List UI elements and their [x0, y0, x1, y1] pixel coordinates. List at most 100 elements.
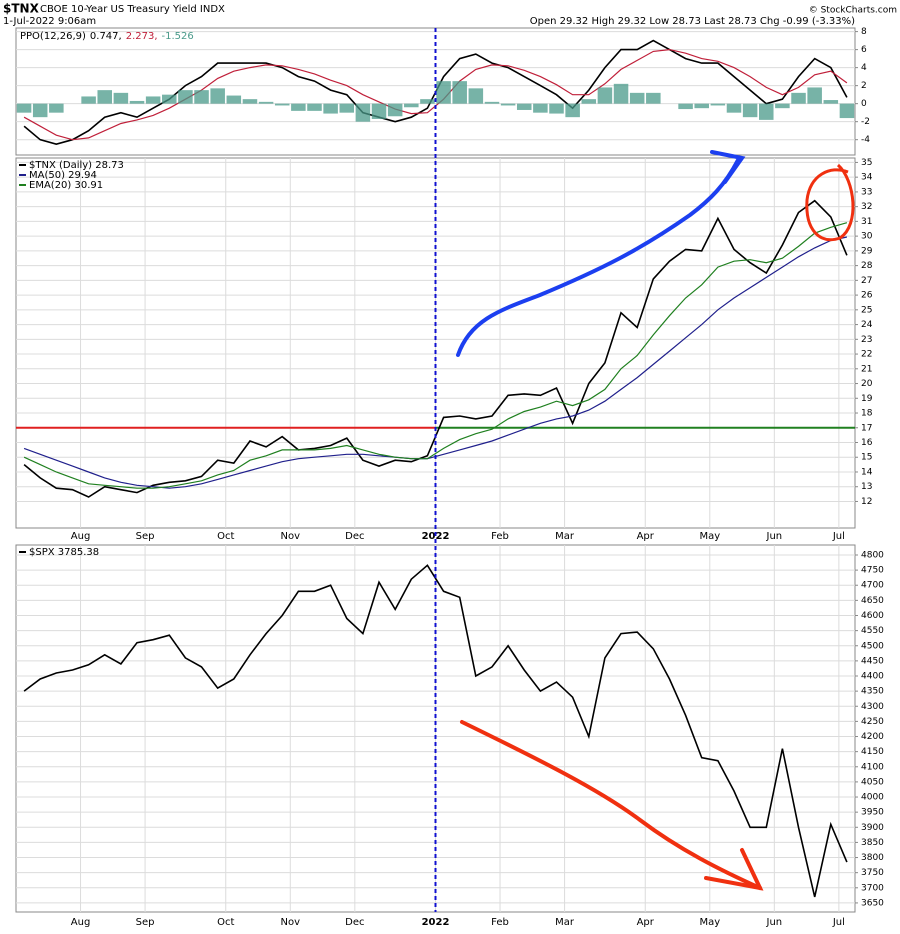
y-tick-label: 4650: [861, 596, 884, 606]
histogram-bar: [404, 103, 419, 108]
histogram-bar: [452, 81, 467, 104]
x-tick-label: Sep: [136, 531, 155, 542]
legend-entry: MA(50) 29.94: [29, 170, 97, 181]
y-tick-label: 4450: [861, 656, 884, 666]
y-tick-label: 33: [861, 187, 872, 197]
y-tick-label: 4550: [861, 626, 884, 636]
y-tick-label: 4250: [861, 717, 884, 727]
y-tick-label: 12: [861, 497, 872, 507]
histogram-bar: [291, 103, 306, 111]
histogram-bar: [629, 92, 645, 104]
histogram-bar: [436, 81, 451, 104]
y-tick-label: 4600: [861, 611, 884, 621]
indicator-name: PPO(12,26,9): [20, 31, 86, 42]
histogram-bar: [274, 103, 290, 106]
date: 1-Jul-2022 9:06am: [3, 16, 96, 27]
legend-entry: 2.273,: [126, 31, 158, 42]
histogram-bar: [129, 100, 145, 104]
x-tick-label: Feb: [491, 531, 509, 542]
x-tick-label: Dec: [345, 531, 364, 542]
histogram-bar: [420, 99, 435, 104]
y-tick-label: 13: [861, 482, 872, 492]
histogram-bar: [258, 101, 274, 104]
histogram-bar: [758, 103, 774, 120]
histogram-bar: [533, 103, 548, 113]
histogram-bar: [226, 95, 242, 104]
x-tick-label: Jun: [766, 917, 783, 928]
y-tick-label: 4050: [861, 777, 884, 787]
y-tick-label: 34: [861, 173, 873, 183]
y-tick-label: 0: [861, 99, 867, 109]
y-tick-label: 29: [861, 246, 873, 256]
y-tick-label: 26: [861, 291, 873, 301]
blue-arrowhead: [710, 150, 746, 184]
series-line: [23, 564, 848, 898]
y-tick-label: 4800: [861, 550, 884, 560]
histogram-bar: [113, 92, 129, 104]
y-tick-label: -2: [861, 117, 870, 127]
y-tick-label: 4500: [861, 641, 884, 651]
y-tick-label: 3650: [861, 898, 884, 908]
histogram-bar: [549, 103, 564, 114]
y-tick-label: 3900: [861, 823, 884, 833]
y-tick-label: 35: [861, 158, 872, 168]
y-tick-label: 27: [861, 276, 872, 286]
y-tick-label: 25: [861, 305, 872, 315]
histogram-bar: [710, 103, 726, 106]
histogram-bar: [565, 103, 580, 118]
y-tick-label: 4150: [861, 747, 884, 757]
histogram-bar: [678, 103, 693, 110]
legend-entry: EMA(20) 30.91: [29, 180, 103, 191]
x-tick-label: Nov: [281, 531, 301, 542]
y-tick-label: 8: [861, 27, 867, 37]
y-tick-label: 4750: [861, 566, 884, 576]
blue-arrow: [456, 158, 740, 357]
histogram-bar: [613, 83, 629, 104]
histogram-bar: [210, 88, 225, 104]
histogram-bar: [339, 103, 355, 113]
y-tick-label: 6: [861, 45, 867, 55]
y-tick-label: 4300: [861, 702, 884, 712]
histogram-bar: [178, 90, 193, 104]
x-tick-label: Jul: [832, 531, 845, 542]
histogram-bar: [597, 87, 613, 104]
y-tick-label: 3950: [861, 808, 884, 818]
x-tick-label: 2022: [422, 531, 450, 542]
y-tick-label: 31: [861, 217, 872, 227]
y-tick-label: 22: [861, 350, 872, 360]
x-tick-label: Aug: [71, 531, 91, 542]
legend-entry: -1.526: [162, 31, 194, 42]
red-arrowhead: [704, 848, 764, 891]
histogram-bar: [694, 103, 709, 109]
x-tick-label: May: [699, 917, 720, 928]
x-tick-label: Feb: [491, 917, 509, 928]
y-tick-label: 19: [861, 394, 873, 404]
y-tick-label: 4200: [861, 732, 884, 742]
histogram-bar: [371, 103, 387, 119]
y-tick-label: 4350: [861, 687, 884, 697]
histogram-bar: [775, 103, 790, 109]
y-tick-label: 4700: [861, 581, 884, 591]
histogram-bar: [581, 99, 597, 104]
red-circle: [805, 163, 855, 242]
x-tick-label: Oct: [217, 917, 234, 928]
y-tick-label: 2: [861, 81, 867, 91]
legend-entry: $TNX (Daily) 28.73: [29, 160, 124, 171]
histogram-bar: [307, 103, 322, 111]
y-tick-label: 23: [861, 335, 872, 345]
x-tick-label: Aug: [71, 917, 91, 928]
histogram-bar: [242, 99, 258, 104]
histogram-bar: [194, 90, 209, 104]
histogram-bar: [726, 103, 742, 113]
legend-entry: 0.747,: [90, 31, 122, 42]
x-tick-label: Apr: [637, 531, 655, 542]
y-tick-label: 4400: [861, 672, 884, 682]
y-tick-label: 32: [861, 202, 872, 212]
x-tick-label: Oct: [217, 531, 234, 542]
histogram-bar: [484, 101, 500, 104]
histogram-bar: [323, 103, 338, 114]
histogram-bar: [145, 96, 161, 104]
y-tick-label: 17: [861, 423, 872, 433]
security-name: CBOE 10-Year US Treasury Yield INDX: [40, 4, 225, 15]
